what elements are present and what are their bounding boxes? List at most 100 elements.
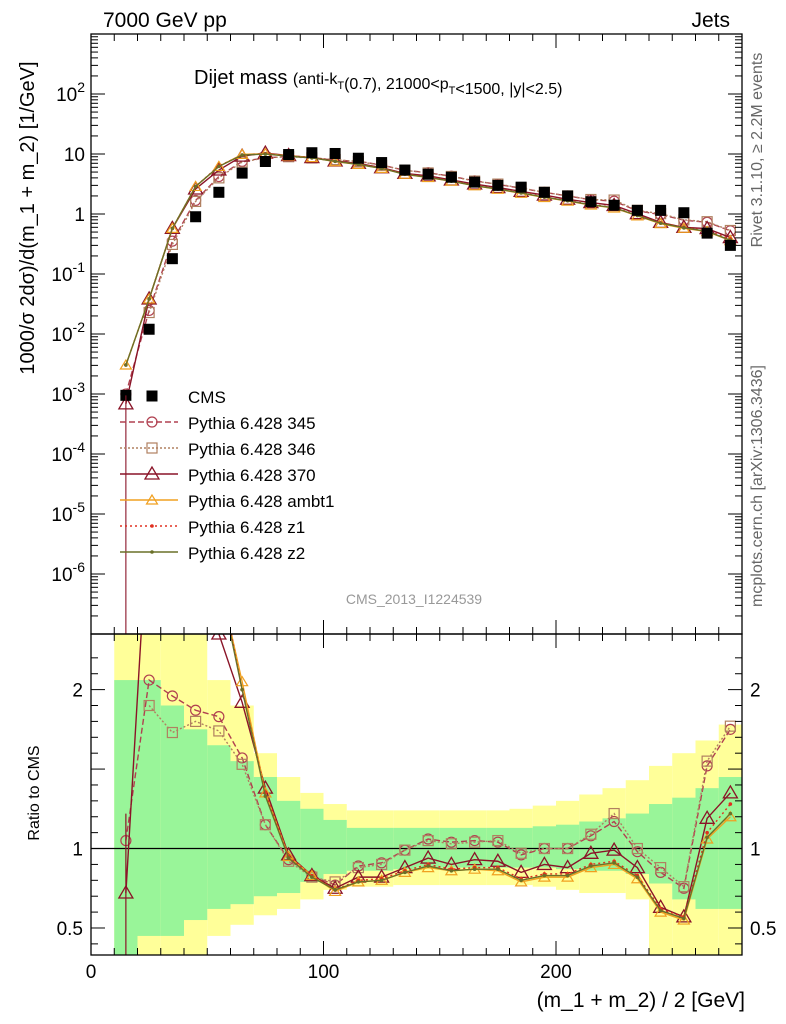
cms-data-point bbox=[399, 164, 411, 176]
cms-data-point bbox=[492, 179, 504, 191]
series-line bbox=[148, 155, 731, 313]
legend-label: Pythia 6.428 z2 bbox=[188, 544, 305, 563]
ratio-point bbox=[701, 755, 713, 767]
ratio-tick-label: 1 bbox=[72, 840, 83, 861]
ratio-point bbox=[565, 873, 570, 878]
legend-label: Pythia 6.428 370 bbox=[188, 466, 316, 485]
ratio-point bbox=[722, 784, 739, 799]
ratio-point bbox=[605, 841, 623, 856]
cms-data-point bbox=[701, 227, 713, 239]
ratio-point bbox=[631, 842, 643, 855]
ratio-point bbox=[379, 878, 384, 883]
cms-data-point bbox=[143, 323, 155, 335]
ratio-series bbox=[117, 494, 739, 925]
ratio-point bbox=[724, 720, 736, 732]
ratio-point bbox=[333, 888, 337, 892]
cms-data-point bbox=[562, 190, 574, 202]
series-point bbox=[193, 184, 198, 189]
y-tick-label: 10-1 bbox=[51, 259, 85, 286]
cms-data-point bbox=[166, 253, 178, 265]
ratio-point bbox=[144, 494, 155, 503]
ratio-pythia-6-428-346 bbox=[143, 699, 736, 893]
series-point bbox=[240, 153, 244, 157]
y-tick-label: 10 bbox=[64, 145, 85, 166]
ratio-tick-label-right: 1 bbox=[750, 840, 761, 861]
band-inner bbox=[718, 777, 742, 909]
ratio-point bbox=[422, 834, 434, 847]
ratio-point bbox=[538, 842, 550, 855]
series-point bbox=[658, 221, 663, 226]
ratio-point bbox=[700, 832, 714, 844]
series-pythia-6-428-346 bbox=[143, 151, 736, 319]
ratio-point bbox=[472, 867, 477, 871]
ratio-point bbox=[562, 842, 574, 855]
y-tick-label: 10-3 bbox=[51, 379, 85, 406]
ratio-point bbox=[655, 861, 667, 874]
series-point bbox=[236, 156, 248, 168]
band-inner bbox=[323, 819, 347, 874]
legend-entry: Pythia 6.428 345 bbox=[120, 414, 316, 433]
ratio-point bbox=[403, 870, 407, 875]
legend-marker bbox=[150, 524, 154, 528]
ratio-point bbox=[373, 868, 390, 883]
series-point bbox=[212, 160, 226, 172]
y-tick-label: 10-5 bbox=[51, 499, 85, 526]
x-tick-label: 100 bbox=[308, 962, 340, 983]
cms-data-point bbox=[608, 199, 620, 211]
ratio-point bbox=[608, 807, 620, 820]
ratio-point bbox=[561, 870, 575, 882]
ratio-point bbox=[426, 864, 430, 868]
mcplots-side-label: mcplots.cern.ch [arXiv:1306.3436] bbox=[749, 365, 766, 607]
ratio-point bbox=[259, 819, 271, 831]
cms-data-point bbox=[724, 239, 736, 251]
series-pythia-6-428-345 bbox=[120, 150, 736, 400]
legend-label: CMS bbox=[188, 388, 226, 407]
band-inner bbox=[602, 818, 626, 871]
ratio-point bbox=[496, 867, 500, 871]
ratio-point bbox=[658, 908, 663, 913]
band-inner bbox=[207, 745, 231, 909]
ratio-tick-label-right: 0.5 bbox=[750, 919, 776, 940]
cms-data-point bbox=[190, 211, 202, 223]
x-tick-label: 200 bbox=[540, 962, 572, 983]
ratio-point bbox=[399, 844, 411, 856]
cms-data-point bbox=[352, 152, 364, 164]
ratio-point bbox=[167, 494, 178, 503]
ratio-point bbox=[356, 880, 361, 884]
series-pythia-6-428-370 bbox=[117, 144, 739, 410]
series-point bbox=[124, 363, 128, 367]
ratio-tick-label: 0.5 bbox=[57, 919, 83, 940]
legend-label: Pythia 6.428 ambt1 bbox=[188, 492, 334, 511]
series-point bbox=[147, 297, 151, 301]
band-inner bbox=[416, 827, 440, 868]
ratio-point bbox=[143, 699, 155, 712]
analysis-watermark: CMS_2013_I1224539 bbox=[346, 591, 482, 607]
ratio-point bbox=[235, 675, 249, 687]
series-point bbox=[263, 152, 268, 156]
ratio-point bbox=[213, 573, 224, 582]
legend-marker bbox=[145, 493, 159, 505]
legend-entry: CMS bbox=[146, 388, 226, 407]
ratio-point bbox=[217, 577, 221, 581]
ratio-point bbox=[310, 875, 314, 879]
ratio-point bbox=[328, 885, 342, 897]
ratio-point bbox=[190, 715, 202, 728]
cms-data-point bbox=[469, 176, 481, 188]
legend-label: Pythia 6.428 346 bbox=[188, 440, 316, 459]
legend-marker bbox=[146, 442, 158, 454]
ratio-point bbox=[635, 875, 640, 879]
ratio-axis-label: Ratio to CMS bbox=[26, 745, 43, 840]
band-inner bbox=[300, 808, 324, 882]
legend-entry: Pythia 6.428 z1 bbox=[120, 518, 305, 537]
legend-entry: Pythia 6.428 z2 bbox=[120, 544, 305, 563]
header-jets-label: Jets bbox=[691, 9, 730, 32]
ratio-point bbox=[286, 856, 291, 860]
series-point bbox=[140, 290, 158, 305]
ratio-tick-label-right: 2 bbox=[750, 681, 761, 702]
ratio-pythia-6-428-z2 bbox=[217, 577, 733, 921]
cms-data-point bbox=[678, 207, 690, 219]
y-tick-label: 10-2 bbox=[51, 319, 85, 346]
series-point bbox=[164, 220, 181, 235]
band-inner bbox=[160, 705, 184, 936]
